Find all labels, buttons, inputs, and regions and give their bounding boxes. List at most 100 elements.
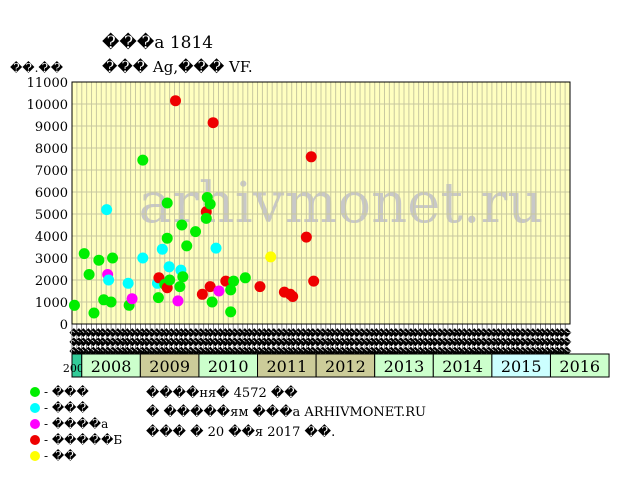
month-tick-label: ��� bbox=[523, 327, 535, 355]
data-point bbox=[207, 117, 219, 129]
month-tick-label: ��� bbox=[366, 327, 378, 355]
month-tick-label: ��� bbox=[386, 327, 398, 355]
data-point bbox=[161, 232, 173, 244]
month-tick-label: ��� bbox=[430, 327, 442, 355]
month-tick-label: ��� bbox=[400, 327, 412, 355]
y-tick-label: 1000 bbox=[35, 296, 68, 311]
month-tick-label: ��� bbox=[83, 327, 95, 355]
month-tick-label: ��� bbox=[298, 327, 310, 355]
data-point bbox=[220, 275, 232, 287]
footer-date: ��� � 20 ��я 2017 ��. bbox=[146, 425, 336, 440]
year-label: 2012 bbox=[325, 357, 366, 376]
year-label: 2015 bbox=[501, 357, 542, 376]
data-point bbox=[308, 275, 320, 287]
data-point bbox=[287, 291, 299, 302]
y-tick-label: 2000 bbox=[35, 274, 68, 289]
year-label: 2011 bbox=[266, 357, 307, 376]
month-tick-label: ��� bbox=[342, 327, 354, 355]
month-tick-label: ��� bbox=[200, 327, 212, 355]
y-tick-label: 7000 bbox=[35, 164, 68, 179]
month-tick-label: ��� bbox=[493, 327, 505, 355]
data-point bbox=[164, 274, 176, 286]
month-tick-label: ��� bbox=[454, 327, 466, 355]
month-tick-label: ��� bbox=[127, 327, 139, 355]
month-tick-label: ��� bbox=[171, 327, 183, 355]
data-point bbox=[254, 281, 266, 293]
legend-marker bbox=[30, 451, 40, 461]
data-point bbox=[174, 281, 186, 293]
data-point bbox=[300, 231, 312, 243]
month-tick-label: ��� bbox=[278, 327, 290, 355]
month-tick-label: ��� bbox=[483, 327, 495, 355]
month-tick-label: ��� bbox=[557, 327, 569, 355]
month-tick-label: ��� bbox=[410, 327, 422, 355]
year-label: 2016 bbox=[559, 357, 600, 376]
month-tick-label: ��� bbox=[98, 327, 110, 355]
month-tick-label: ��� bbox=[332, 327, 344, 355]
y-tick-label: 3000 bbox=[35, 252, 68, 267]
y-tick-label: 9000 bbox=[35, 120, 68, 135]
data-point bbox=[213, 285, 225, 297]
month-tick-label: ��� bbox=[308, 327, 320, 355]
data-point bbox=[101, 204, 113, 216]
data-point bbox=[88, 307, 100, 319]
month-tick-label: ��� bbox=[88, 327, 100, 355]
month-tick-label: ��� bbox=[527, 327, 539, 355]
data-point bbox=[305, 151, 317, 163]
month-tick-label: ��� bbox=[205, 327, 217, 355]
month-tick-label: ��� bbox=[142, 327, 154, 355]
year-label: 2008 bbox=[91, 357, 132, 376]
month-tick-label: ��� bbox=[68, 327, 80, 355]
data-point bbox=[163, 261, 175, 273]
month-tick-label: ��� bbox=[327, 327, 339, 355]
data-point bbox=[172, 295, 184, 307]
month-tick-label: ��� bbox=[444, 327, 456, 355]
year-label: 2010 bbox=[208, 357, 249, 376]
data-point bbox=[177, 271, 189, 283]
month-tick-label: ��� bbox=[469, 327, 481, 355]
month-tick-label: ��� bbox=[283, 327, 295, 355]
month-tick-label: ��� bbox=[259, 327, 271, 355]
data-point bbox=[126, 293, 138, 305]
month-tick-label: ��� bbox=[376, 327, 388, 355]
data-point bbox=[265, 251, 277, 263]
month-tick-label: ��� bbox=[420, 327, 432, 355]
month-tick-label: ��� bbox=[186, 327, 198, 355]
month-tick-label: ��� bbox=[151, 327, 163, 355]
data-point bbox=[210, 242, 222, 254]
data-point bbox=[196, 288, 208, 300]
month-tick-label: ��� bbox=[313, 327, 325, 355]
month-tick-label: ��� bbox=[176, 327, 188, 355]
year-label: 2013 bbox=[384, 357, 425, 376]
month-tick-label: ��� bbox=[156, 327, 168, 355]
month-tick-label: ��� bbox=[108, 327, 120, 355]
month-tick-label: ��� bbox=[542, 327, 554, 355]
month-tick-label: ��� bbox=[103, 327, 115, 355]
month-tick-label: ��� bbox=[435, 327, 447, 355]
month-tick-label: ��� bbox=[166, 327, 178, 355]
month-tick-label: ��� bbox=[225, 327, 237, 355]
year-band bbox=[549, 353, 610, 378]
data-point bbox=[204, 198, 216, 210]
month-tick-label: ��� bbox=[264, 327, 276, 355]
data-point bbox=[103, 274, 115, 286]
legend-label: - �����Б bbox=[44, 433, 123, 447]
month-tick-label: ��� bbox=[93, 327, 105, 355]
y-tick-label: 6000 bbox=[35, 186, 68, 201]
y-tick-label: 10000 bbox=[27, 98, 68, 113]
month-tick-label: ��� bbox=[503, 327, 515, 355]
month-tick-label: ��� bbox=[215, 327, 227, 355]
month-tick-label: ��� bbox=[230, 327, 242, 355]
legend-marker bbox=[30, 387, 40, 397]
month-tick-label: ��� bbox=[288, 327, 300, 355]
month-tick-label: ��� bbox=[181, 327, 193, 355]
month-tick-label: ��� bbox=[132, 327, 144, 355]
month-tick-label: ��� bbox=[274, 327, 286, 355]
data-point bbox=[225, 284, 237, 296]
data-point bbox=[68, 299, 80, 311]
data-point bbox=[206, 296, 218, 308]
year-label: 2009 bbox=[149, 357, 190, 376]
data-point bbox=[78, 248, 90, 260]
month-tick-label: ��� bbox=[322, 327, 334, 355]
